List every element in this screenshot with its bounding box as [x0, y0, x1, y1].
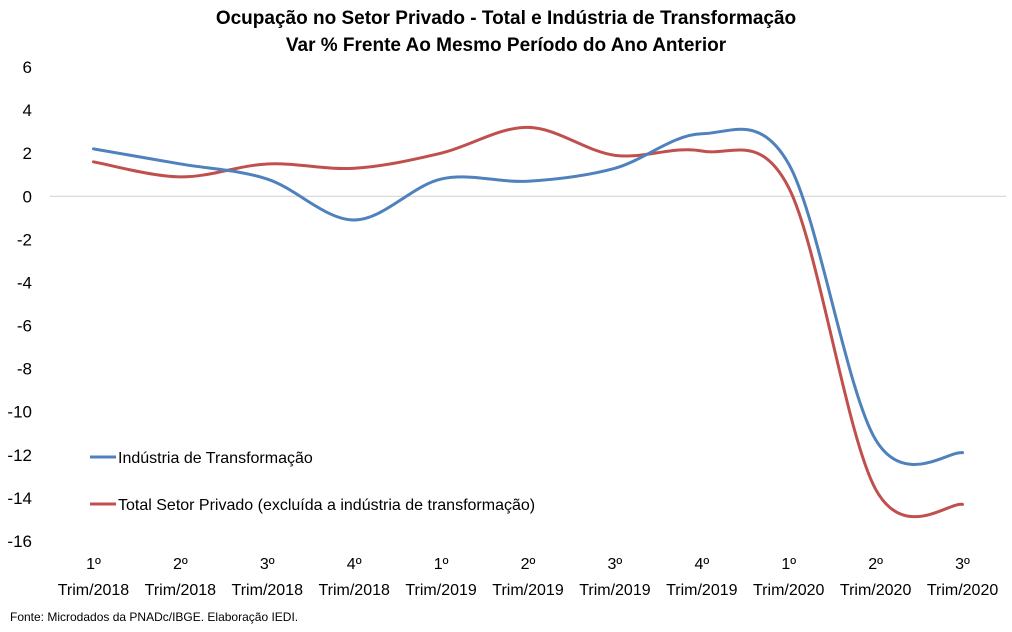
legend-label: Indústria de Transformação [118, 450, 313, 467]
y-tick-label: -6 [17, 317, 32, 336]
series-line-0 [91, 127, 965, 466]
x-tick-label-year: Trim/2020 [927, 582, 999, 599]
x-tick-label-year: Trim/2018 [232, 582, 304, 599]
x-tick-label-quarter: 3º [260, 556, 275, 573]
series-line-1 [91, 125, 965, 519]
source-note: Fonte: Microdados da PNADc/IBGE. Elabora… [10, 610, 299, 624]
y-tick-label: 4 [23, 101, 32, 120]
x-tick-label-year: Trim/2018 [318, 582, 390, 599]
x-tick-label-quarter: 3º [955, 556, 970, 573]
y-tick-label: -10 [7, 403, 32, 422]
x-tick-label-quarter: 1º [781, 556, 796, 573]
x-tick-label-quarter: 1º [434, 556, 449, 573]
x-tick-label-year: Trim/2018 [58, 582, 130, 599]
y-tick-label: 0 [23, 187, 32, 206]
y-tick-label: 6 [23, 58, 32, 77]
x-tick-label-year: Trim/2019 [405, 582, 477, 599]
y-tick-label: -12 [7, 446, 32, 465]
y-tick-label: -2 [17, 230, 32, 249]
legend-label: Total Setor Privado (excluída a indústri… [118, 497, 535, 514]
x-tick-label-year: Trim/2018 [145, 582, 217, 599]
y-tick-label: 2 [23, 144, 32, 163]
x-tick-label-year: Trim/2020 [840, 582, 912, 599]
y-tick-label: -4 [17, 273, 32, 292]
x-tick-label-year: Trim/2019 [579, 582, 651, 599]
x-tick-label-quarter: 3º [608, 556, 623, 573]
y-tick-label: -8 [17, 360, 32, 379]
x-tick-label-quarter: 4º [694, 556, 709, 573]
x-tick-label-quarter: 1º [86, 556, 101, 573]
y-tick-label: -14 [7, 489, 32, 508]
x-tick-label-year: Trim/2019 [492, 582, 564, 599]
x-tick-label-quarter: 2º [868, 556, 883, 573]
x-tick-label-year: Trim/2020 [753, 582, 825, 599]
x-tick-label-quarter: 4º [347, 556, 362, 573]
x-tick-label-quarter: 2º [521, 556, 536, 573]
y-tick-label: -16 [7, 532, 32, 551]
chart-title: Ocupação no Setor Privado - Total e Indú… [215, 8, 797, 29]
x-tick-label-year: Trim/2019 [666, 582, 738, 599]
x-tick-label-quarter: 2º [173, 556, 188, 573]
chart-subtitle: Var % Frente Ao Mesmo Período do Ano Ant… [285, 35, 727, 56]
